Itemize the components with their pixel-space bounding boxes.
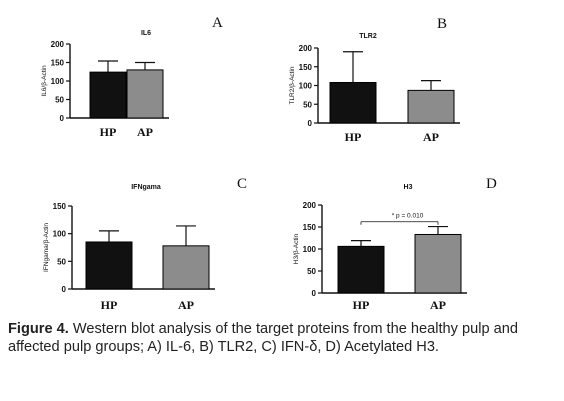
y-tick-label: 150 — [53, 202, 67, 211]
y-tick-label: 0 — [62, 285, 67, 294]
chart-title: IL6 — [141, 30, 151, 37]
y-tick-label: 150 — [303, 223, 317, 232]
category-label: HP — [101, 298, 118, 312]
bar-hp — [85, 241, 133, 290]
y-axis-label: IFNgama/β-Actin — [43, 223, 50, 272]
panel-letter: C — [237, 176, 247, 192]
y-tick-label: 100 — [53, 230, 67, 239]
y-tick-label: 100 — [303, 245, 317, 254]
chart-title: IFNgama — [131, 184, 161, 191]
y-tick-label: 50 — [55, 96, 64, 105]
chart-panel-a: A IL6 0 50 100 150 200 IL6/β-Actin HP AP — [41, 15, 223, 139]
bar-hp — [337, 245, 385, 294]
category-label: AP — [430, 298, 446, 312]
chart-panel-c: C IFNgama 0 50 100 150 IFNgama/β-Actin HP AP — [43, 176, 247, 312]
y-tick-label: 0 — [60, 114, 65, 123]
y-tick-label: 100 — [51, 77, 65, 86]
y-tick-label: 50 — [303, 100, 312, 109]
bar-hp — [89, 71, 127, 119]
figure-panels: A IL6 0 50 100 150 200 IL6/β-Actin HP AP B TLR2 0 50 1… — [41, 15, 497, 312]
bar-ap — [126, 69, 164, 119]
y-tick-label: 200 — [51, 40, 65, 49]
chart-title: TLR2 — [359, 33, 377, 40]
bar-hp — [329, 82, 377, 124]
caption-text: Western blot analysis of the target prot… — [8, 321, 518, 355]
y-tick-label: 0 — [312, 289, 317, 298]
bar-ap — [407, 89, 455, 124]
panel-letter: D — [486, 176, 497, 192]
y-tick-label: 150 — [299, 63, 313, 72]
y-tick-label: 200 — [299, 44, 313, 53]
y-tick-label: 200 — [303, 201, 317, 210]
y-tick-label: 50 — [57, 257, 66, 266]
bar-ap — [162, 245, 210, 290]
y-tick-label: 50 — [307, 267, 316, 276]
category-label: HP — [353, 298, 370, 312]
y-tick-label: 0 — [308, 119, 313, 128]
chart-title: H3 — [404, 184, 413, 191]
panel-letter: A — [212, 15, 223, 31]
category-label: AP — [423, 130, 439, 144]
y-axis-label: H3/β-Actin — [293, 233, 300, 264]
category-label: HP — [100, 125, 117, 139]
y-tick-label: 100 — [299, 82, 313, 91]
category-label: AP — [178, 298, 194, 312]
y-tick-label: 150 — [51, 59, 65, 68]
y-axis-label: IL6/β-Actin — [41, 65, 48, 97]
bar-ap — [414, 233, 462, 294]
panel-letter: B — [437, 16, 447, 32]
significance-label: * p = 0.010 — [392, 213, 424, 220]
category-label: HP — [345, 130, 362, 144]
chart-panel-b: B TLR2 0 50 100 150 200 TLR2/β-Actin HP AP — [289, 16, 460, 144]
chart-panel-d: D H3 0 50 100 150 200 H3/β-Actin HP AP * p = 0.010 — [293, 176, 497, 312]
y-axis-label: TLR2/β-Actin — [289, 66, 296, 104]
figure-caption: Figure 4. Western blot analysis of the t… — [8, 320, 560, 356]
category-label: AP — [137, 125, 153, 139]
caption-label: Figure 4. — [8, 321, 69, 337]
